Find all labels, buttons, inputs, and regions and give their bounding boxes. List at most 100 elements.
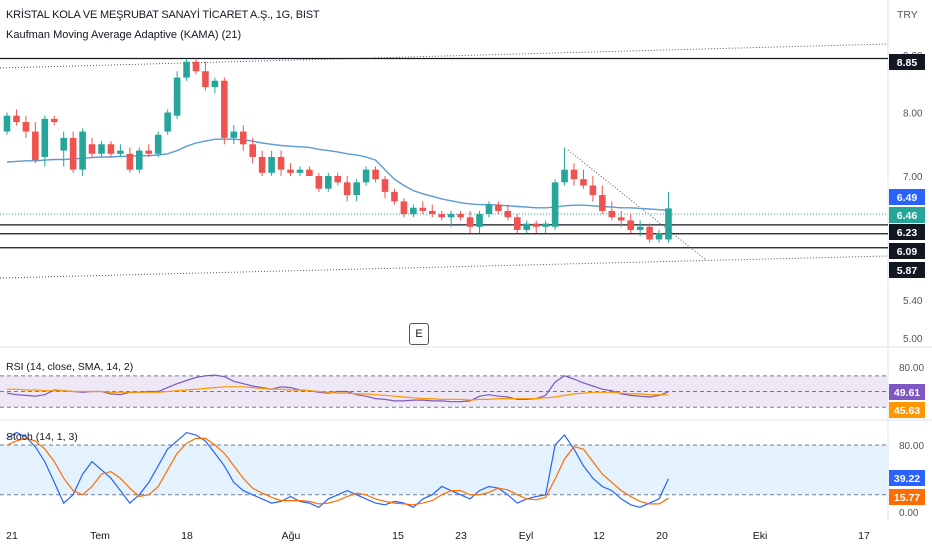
rsi-line[interactable] (6, 374, 669, 403)
candle-body[interactable] (268, 156, 275, 173)
candle-body[interactable] (164, 112, 171, 132)
candle-body[interactable] (13, 115, 20, 123)
candle-body[interactable] (381, 179, 389, 192)
candle-body[interactable] (60, 137, 67, 151)
candle-body[interactable] (646, 226, 653, 240)
rsi-value-box (889, 384, 925, 400)
candle-body[interactable] (665, 208, 672, 240)
candle-body[interactable] (353, 182, 360, 196)
price-label-box (889, 262, 925, 278)
candle-body[interactable] (466, 217, 474, 227)
candle-body[interactable] (69, 137, 77, 170)
symbol-title[interactable]: KRİSTAL KOLA VE MEŞRUBAT SANAYİ TİCARET … (6, 9, 320, 21)
candle-body[interactable] (428, 210, 436, 215)
candle-body[interactable] (211, 80, 219, 88)
candle-body[interactable] (419, 207, 427, 211)
candle-body[interactable] (258, 156, 266, 173)
candle-body[interactable] (485, 204, 493, 215)
candle-body[interactable] (107, 144, 115, 154)
candle-body[interactable] (98, 144, 105, 154)
candle-body[interactable] (22, 122, 30, 132)
rsi-ma-line[interactable] (7, 386, 669, 401)
candle-body[interactable] (617, 217, 625, 221)
candle-body[interactable] (287, 169, 294, 173)
rsi-axis-tick: 80.00 (899, 363, 924, 374)
time-axis-tick: 17 (858, 530, 870, 542)
candle-body[interactable] (117, 150, 124, 154)
price-label: 6.46 (897, 210, 918, 222)
price-axis-tick: 5.40 (903, 296, 923, 307)
candle-body[interactable] (655, 233, 663, 240)
candle-body[interactable] (221, 80, 228, 138)
candle-body[interactable] (325, 176, 332, 189)
candle-body[interactable] (343, 182, 351, 196)
candle-body[interactable] (126, 153, 134, 170)
candle-body[interactable] (476, 214, 483, 227)
candle-body[interactable] (372, 169, 379, 180)
currency-label[interactable]: TRY (897, 9, 918, 21)
candle-body[interactable] (457, 214, 464, 218)
upper-trendline (0, 43, 889, 69)
candle-body[interactable] (447, 214, 455, 218)
earnings-marker-button[interactable]: E (409, 323, 429, 345)
candle-body[interactable] (589, 185, 597, 196)
candle-body[interactable] (50, 118, 58, 123)
time-axis-tick: Tem (90, 530, 110, 542)
candle-body[interactable] (523, 223, 531, 230)
candle-body[interactable] (438, 214, 445, 218)
price-label: 5.87 (897, 265, 918, 277)
time-axis-tick: Ağu (282, 530, 301, 542)
stoch-indicator-label[interactable]: Stoch (14, 1, 3) (6, 431, 78, 443)
candle-body[interactable] (192, 61, 200, 72)
candle-body[interactable] (79, 131, 86, 170)
candle-body[interactable] (296, 169, 304, 173)
rsi-indicator-label[interactable]: RSI (14, close, SMA, 14, 2) (6, 361, 134, 373)
candle-body[interactable] (154, 134, 162, 154)
candle-body[interactable] (173, 77, 181, 116)
candle-body[interactable] (561, 169, 568, 183)
rsi-value-label: 45.63 (894, 405, 920, 417)
time-axis-tick: 12 (593, 530, 605, 542)
candle-body[interactable] (3, 115, 11, 132)
price-label: 6.09 (897, 246, 918, 258)
candle-body[interactable] (145, 150, 153, 154)
candle-body[interactable] (362, 169, 370, 183)
candle-body[interactable] (306, 169, 313, 176)
candle-body[interactable] (608, 210, 616, 218)
time-axis-tick: 21 (6, 530, 18, 542)
candle-body[interactable] (136, 150, 143, 170)
stoch-d-line[interactable] (6, 437, 669, 506)
candle-body[interactable] (202, 71, 209, 88)
candle-body[interactable] (551, 182, 559, 227)
candle-body[interactable] (41, 118, 49, 157)
candle-body[interactable] (410, 207, 417, 215)
candle-body[interactable] (315, 176, 323, 189)
candle-body[interactable] (627, 220, 634, 230)
candle-body[interactable] (400, 201, 408, 215)
candle-body[interactable] (636, 226, 644, 230)
candle-body[interactable] (580, 179, 587, 186)
candle-body[interactable] (570, 169, 578, 180)
candle-body[interactable] (277, 156, 285, 170)
price-label-box (889, 54, 925, 70)
candle-body[interactable] (249, 144, 256, 157)
price-axis-tick: 5.00 (903, 334, 923, 345)
stoch-k-line[interactable] (6, 431, 670, 509)
candle-body[interactable] (239, 131, 247, 145)
time-axis-tick: Eyl (519, 530, 534, 542)
candle-body[interactable] (230, 131, 238, 138)
kama-indicator-label[interactable]: Kaufman Moving Average Adaptive (KAMA) (… (6, 29, 242, 41)
candle-body[interactable] (504, 210, 512, 218)
candle-body[interactable] (391, 191, 398, 202)
candle-body[interactable] (32, 131, 39, 161)
price-label-box (889, 224, 925, 240)
candle-body[interactable] (514, 217, 521, 230)
candle-body[interactable] (532, 223, 540, 227)
candle-body[interactable] (542, 223, 549, 227)
candle-body[interactable] (183, 61, 190, 78)
candle-body[interactable] (334, 176, 342, 183)
candle-body[interactable] (495, 204, 502, 211)
candle-body[interactable] (88, 144, 96, 154)
candle-body[interactable] (599, 195, 606, 211)
